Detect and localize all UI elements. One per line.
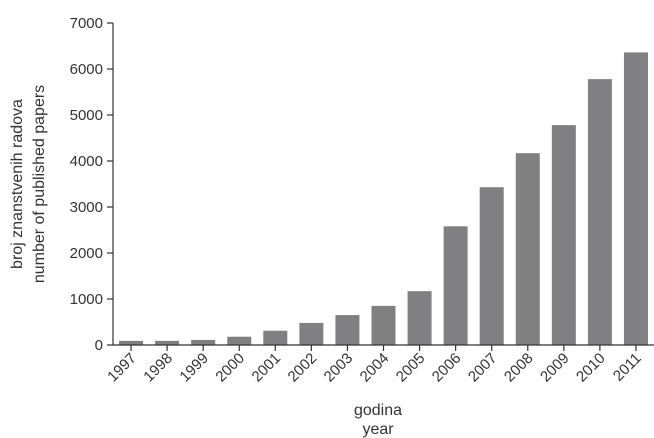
x-tick-label: 2005 <box>393 350 429 386</box>
bar-2009 <box>551 125 576 346</box>
bar-2000 <box>227 336 252 345</box>
bar-2008 <box>515 153 540 345</box>
bars-group <box>119 52 648 346</box>
y-tick-label: 0 <box>95 337 103 354</box>
y-tick-label: 1000 <box>70 291 103 308</box>
y-tick-label: 5000 <box>70 107 103 124</box>
x-tick-label: 2000 <box>212 350 248 386</box>
x-tick-label: 1997 <box>104 350 140 386</box>
bar-2005 <box>407 291 432 345</box>
y-ticks-group: 0 1000 2000 3000 4000 5000 6000 7000 <box>70 15 113 354</box>
bar-2002 <box>299 322 324 345</box>
x-tick-label: 1999 <box>176 350 212 386</box>
x-axis-title-line-2: year <box>362 421 394 438</box>
y-tick-label: 2000 <box>70 245 103 262</box>
bar-2004 <box>371 305 396 345</box>
x-tick-label: 1998 <box>140 350 176 386</box>
bar-1997 <box>119 340 144 345</box>
x-tick-label: 2009 <box>537 350 573 386</box>
x-tick-label: 2006 <box>429 350 465 386</box>
x-tick-label: 2003 <box>321 350 357 386</box>
bar-1998 <box>155 340 180 345</box>
x-tick-label: 2004 <box>357 350 393 386</box>
x-tick-label: 2008 <box>501 350 537 386</box>
x-tick-label: 2002 <box>285 350 321 386</box>
y-tick-label: 7000 <box>70 15 103 32</box>
bar-2011 <box>623 52 648 345</box>
bar-2006 <box>443 226 468 345</box>
x-tick-label: 2011 <box>610 350 645 385</box>
y-tick-label: 3000 <box>70 199 103 216</box>
y-tick-label: 6000 <box>70 61 103 78</box>
x-tick-label: 2010 <box>573 350 609 386</box>
x-tick-label: 2001 <box>249 350 285 386</box>
bar-2010 <box>587 79 612 346</box>
bar-2003 <box>335 315 360 345</box>
x-axis-title: godina year <box>354 402 402 438</box>
x-ticks-group: 1997 1998 1999 2000 2001 2002 2003 2004 2005 2006… <box>104 345 645 385</box>
x-tick-label: 2007 <box>465 350 501 386</box>
x-axis-title-line-1: godina <box>354 402 402 419</box>
y-axis-title: broj znanstvenih radova number of publis… <box>9 85 48 283</box>
bar-2001 <box>263 330 288 345</box>
y-tick-label: 4000 <box>70 153 103 170</box>
bar-1999 <box>191 339 216 345</box>
bar-2007 <box>479 187 504 345</box>
y-axis-title-line-1: broj znanstvenih radova <box>9 99 26 269</box>
y-axis-title-line-2: number of published papers <box>31 85 48 283</box>
